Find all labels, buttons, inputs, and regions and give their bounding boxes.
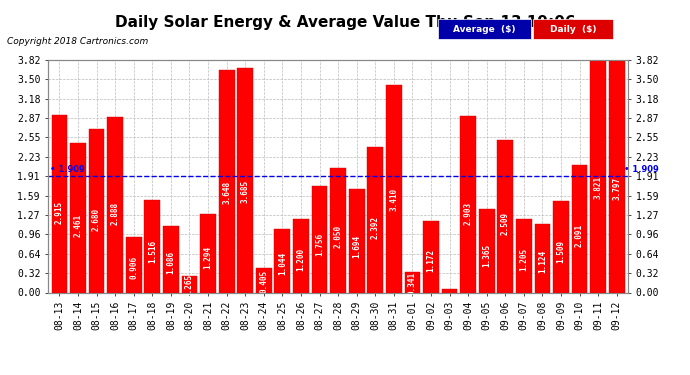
Text: 1.516: 1.516 bbox=[148, 239, 157, 262]
Bar bbox=[219, 70, 235, 292]
Bar bbox=[460, 116, 476, 292]
Text: Average  ($): Average ($) bbox=[453, 25, 516, 34]
Bar bbox=[553, 201, 569, 292]
Text: 2.392: 2.392 bbox=[371, 215, 380, 238]
Text: 1.756: 1.756 bbox=[315, 233, 324, 256]
Text: 0.906: 0.906 bbox=[129, 256, 138, 279]
Bar bbox=[609, 62, 624, 292]
Text: 3.797: 3.797 bbox=[612, 177, 621, 200]
Text: 1.044: 1.044 bbox=[278, 252, 287, 276]
Text: 1.086: 1.086 bbox=[166, 251, 175, 274]
Bar bbox=[590, 60, 606, 292]
Text: 1.200: 1.200 bbox=[297, 248, 306, 271]
Text: 2.888: 2.888 bbox=[110, 202, 119, 225]
Bar bbox=[126, 237, 141, 292]
Bar bbox=[479, 209, 495, 292]
Text: Copyright 2018 Cartronics.com: Copyright 2018 Cartronics.com bbox=[7, 38, 148, 46]
Bar bbox=[312, 186, 328, 292]
Text: 2.091: 2.091 bbox=[575, 224, 584, 247]
Bar bbox=[144, 200, 160, 292]
Bar bbox=[200, 214, 216, 292]
Text: 1.294: 1.294 bbox=[204, 246, 213, 268]
Text: 1.172: 1.172 bbox=[426, 249, 435, 272]
Bar bbox=[293, 219, 309, 292]
Text: 2.680: 2.680 bbox=[92, 207, 101, 231]
Text: 1.509: 1.509 bbox=[557, 240, 566, 263]
Bar bbox=[386, 85, 402, 292]
Text: 2.509: 2.509 bbox=[501, 212, 510, 236]
Text: 3.821: 3.821 bbox=[593, 176, 602, 200]
Bar bbox=[442, 290, 457, 292]
Bar bbox=[163, 226, 179, 292]
Text: 3.410: 3.410 bbox=[389, 188, 398, 211]
Bar bbox=[348, 189, 364, 292]
Bar bbox=[237, 68, 253, 292]
Text: 1.124: 1.124 bbox=[538, 250, 547, 273]
Text: 2.903: 2.903 bbox=[464, 201, 473, 225]
Text: 1.365: 1.365 bbox=[482, 243, 491, 267]
Bar bbox=[497, 140, 513, 292]
Bar bbox=[404, 272, 420, 292]
Bar bbox=[572, 165, 587, 292]
Bar bbox=[70, 143, 86, 292]
Text: Daily  ($): Daily ($) bbox=[550, 25, 596, 34]
Bar bbox=[107, 117, 123, 292]
Bar bbox=[52, 115, 68, 292]
Text: 1.205: 1.205 bbox=[520, 248, 529, 271]
Text: 3.685: 3.685 bbox=[241, 180, 250, 203]
Bar bbox=[275, 229, 290, 292]
Text: 1.694: 1.694 bbox=[352, 234, 361, 258]
Bar bbox=[181, 276, 197, 292]
Bar bbox=[256, 268, 272, 292]
Bar bbox=[423, 221, 439, 292]
Bar bbox=[367, 147, 383, 292]
Text: 3.648: 3.648 bbox=[222, 181, 231, 204]
Bar bbox=[331, 168, 346, 292]
Text: • 1.909: • 1.909 bbox=[624, 165, 659, 174]
Text: 0.405: 0.405 bbox=[259, 270, 268, 293]
Bar bbox=[89, 129, 104, 292]
Bar bbox=[516, 219, 532, 292]
Text: • 1.909: • 1.909 bbox=[50, 165, 85, 174]
Bar bbox=[535, 224, 551, 292]
Text: 0.341: 0.341 bbox=[408, 272, 417, 295]
Text: 2.050: 2.050 bbox=[333, 225, 343, 248]
Text: Daily Solar Energy & Average Value Thu Sep 13 19:06: Daily Solar Energy & Average Value Thu S… bbox=[115, 15, 575, 30]
Text: 2.461: 2.461 bbox=[74, 213, 83, 237]
Text: 2.915: 2.915 bbox=[55, 201, 64, 224]
Text: 0.265: 0.265 bbox=[185, 274, 194, 297]
